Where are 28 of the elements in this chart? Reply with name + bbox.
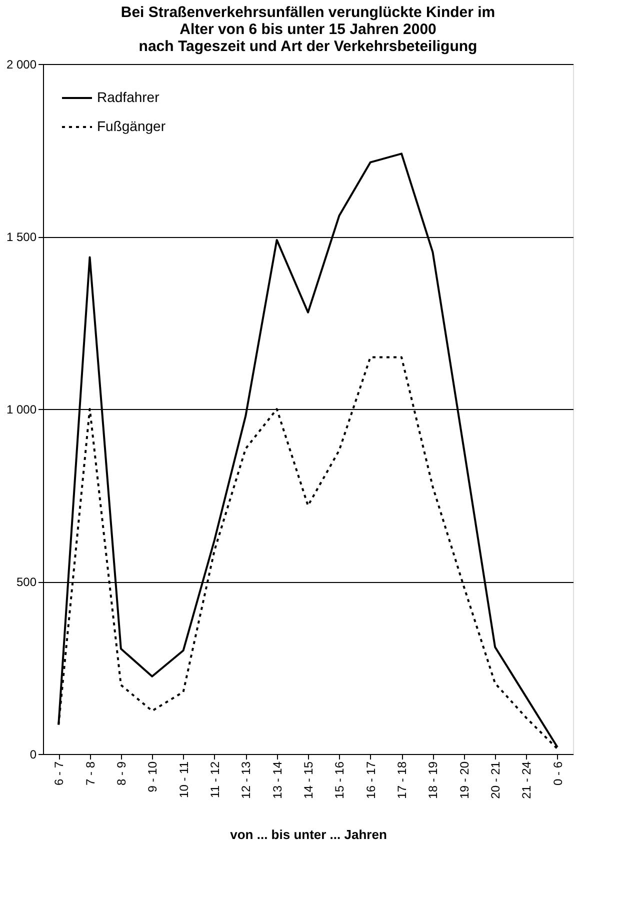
x-axis-title: von ... bis unter ... Jahren: [230, 826, 387, 842]
x-tick-label: 21 - 24: [520, 761, 534, 799]
text: Alter von 6 bis unter 15 Jahren 2000: [180, 21, 436, 38]
x-tick-label: 15 - 16: [332, 761, 347, 799]
x-tick-label: 8 - 9: [114, 761, 128, 786]
x-tick-label: 11 - 12: [208, 761, 222, 798]
x-tick-label: 6 - 7: [52, 761, 66, 786]
y-tick-label: 0: [30, 748, 37, 762]
legend-label: Fußgänger: [97, 118, 166, 134]
x-tick-label: 7 - 8: [83, 761, 98, 786]
x-tick-label: 9 - 10: [146, 761, 160, 792]
text: nach Tageszeit und Art der Verkehrsbeteiligung: [138, 38, 478, 55]
x-tick-label: 13 - 14: [270, 761, 284, 799]
y-tick-label: 1 000: [6, 402, 37, 416]
y-tick-label: 1 500: [6, 230, 37, 244]
text: Bei Straßenverkehrsunfällen verunglückte Kinder im: [120, 4, 496, 21]
x-tick-label: 18 - 19: [426, 761, 440, 799]
x-tick-label: 16 - 17: [364, 761, 378, 799]
x-tick-label: 20 - 21: [488, 761, 503, 799]
x-tick-label: 14 - 15: [302, 761, 316, 799]
x-tick-label: 12 - 13: [239, 761, 254, 799]
y-tick-label: 2 000: [6, 58, 37, 72]
x-tick-label: 19 - 20: [457, 761, 472, 799]
legend-label: Radfahrer: [97, 89, 160, 105]
y-tick-label: 500: [16, 575, 37, 589]
x-tick-label: 0 - 6: [550, 761, 565, 786]
x-tick-label: 17 - 18: [395, 761, 410, 799]
x-tick-label: 10 - 11: [176, 761, 191, 798]
